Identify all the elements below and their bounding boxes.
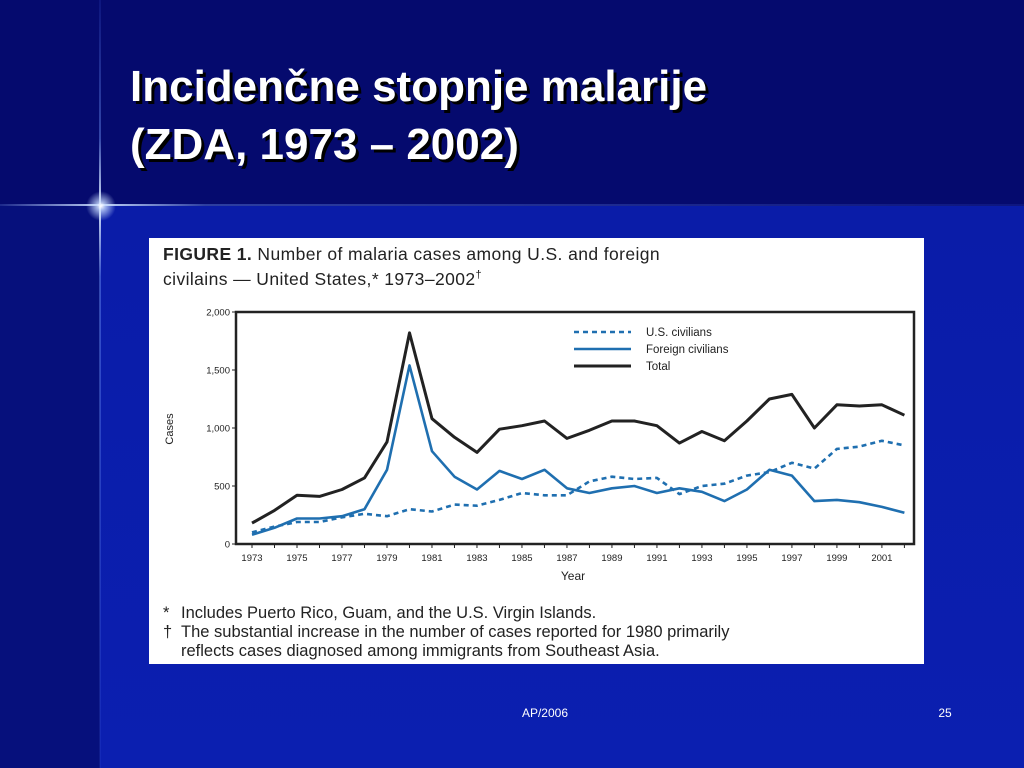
chart-series [251, 331, 906, 536]
legend-label-2: Foreign civilians [646, 344, 729, 356]
footnote-2-mark: † [163, 623, 173, 641]
horizontal-light-line [0, 204, 1024, 206]
malaria-line-chart: 0 500 1,000 1,500 2,000 1973 1975 1977 1979 1981… [164, 308, 916, 583]
x-tick-label: 1973 [241, 553, 262, 564]
x-tick-label: 1987 [556, 553, 577, 564]
figure-caption-dagger: † [475, 269, 483, 281]
figure-caption: FIGURE 1. Number of malaria cases among … [163, 244, 923, 290]
figure-caption-label: FIGURE 1. [163, 244, 253, 264]
x-tick-label: 1979 [376, 553, 397, 564]
x-tick-label: 1985 [511, 553, 532, 564]
figure-footnotes: * Includes Puerto Rico, Guam, and the U.… [163, 604, 923, 661]
footnote-2: † The substantial increase in the number… [163, 623, 923, 661]
y-tick-label: 1,500 [206, 366, 230, 377]
x-tick-label: 1981 [421, 553, 442, 564]
chart-figure: FIGURE 1. Number of malaria cases among … [149, 238, 924, 664]
y-tick-label: 1,000 [206, 424, 230, 435]
plot-frame [234, 310, 916, 546]
footnote-1-mark: * [163, 604, 170, 622]
x-tick-label: 1975 [286, 553, 307, 564]
series-line-2 [251, 364, 905, 536]
y-axis-label: Cases [164, 413, 176, 445]
legend-label-1: U.S. civilians [646, 327, 712, 339]
left-margin-band [0, 206, 100, 768]
slide-number: 25 [938, 706, 952, 720]
title-line-1: Incidenčne stopnje malarije [130, 62, 708, 111]
y-tick-label: 0 [225, 540, 230, 551]
x-tick-label: 2001 [871, 553, 892, 564]
y-tick-label: 500 [214, 482, 230, 493]
slide-title: Incidenčne stopnje malarije (ZDA, 1973 –… [130, 58, 990, 174]
x-axis-label: Year [561, 569, 585, 583]
footnote-1: * Includes Puerto Rico, Guam, and the U.… [163, 604, 923, 623]
x-tick-label: 1993 [691, 553, 712, 564]
series-line-1 [251, 439, 905, 534]
x-tick-label: 1991 [646, 553, 667, 564]
figure-caption-line-1: Number of malaria cases among U.S. and f… [252, 244, 661, 264]
x-tick-label: 1977 [331, 553, 352, 564]
chart-plot-area [234, 310, 916, 546]
x-tick-label: 1999 [826, 553, 847, 564]
footer-text: AP/2006 [521, 706, 569, 720]
vertical-light-line [99, 0, 101, 768]
y-axis: 0 500 1,000 1,500 2,000 [206, 308, 236, 551]
x-tick-label: 1989 [601, 553, 622, 564]
x-tick-label: 1997 [781, 553, 802, 564]
x-axis: 1973 1975 1977 1979 1981 1983 1985 1987 1989 1991… [241, 544, 905, 564]
x-tick-label: 1995 [736, 553, 757, 564]
sparkle-icon [86, 191, 116, 221]
title-background [0, 0, 1024, 206]
title-line-2: (ZDA, 1973 – 2002) [130, 120, 519, 169]
footnote-1-text: Includes Puerto Rico, Guam, and the U.S.… [181, 604, 597, 622]
x-tick-label: 1983 [466, 553, 487, 564]
y-tick-label: 2,000 [206, 308, 230, 319]
legend-label-3: Total [646, 361, 670, 373]
series-line-3 [251, 331, 906, 525]
chart-legend: U.S. civilians Foreign civilians Total [574, 327, 729, 373]
footnote-2-text: The substantial increase in the number o… [181, 623, 730, 660]
figure-caption-line-2: civilains — United States,* 1973–2002 [163, 268, 476, 289]
